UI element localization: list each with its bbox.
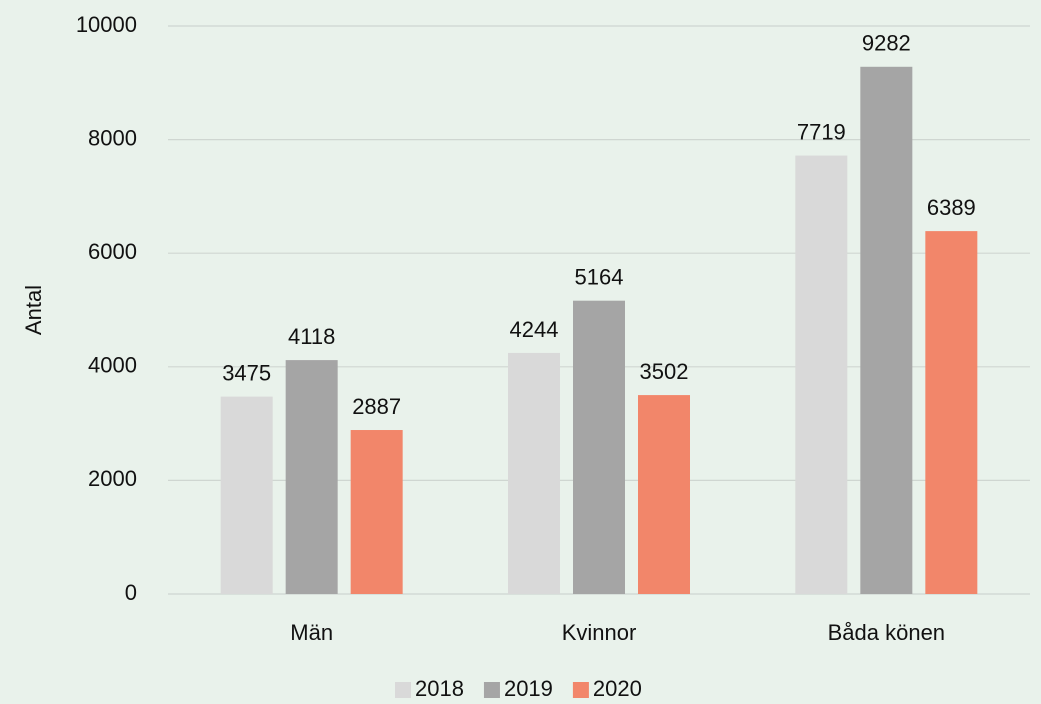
bar [925, 231, 978, 594]
data-label: 4118 [288, 324, 335, 349]
data-label: 5164 [575, 264, 624, 289]
data-label: 9282 [862, 31, 911, 56]
bar [350, 430, 403, 594]
y-axis-title: Antal [21, 285, 46, 335]
y-tick-label: 0 [125, 580, 137, 605]
data-label: 7719 [797, 119, 846, 144]
data-label: 2887 [352, 394, 401, 419]
legend-label: 2020 [593, 676, 642, 701]
bar [220, 396, 273, 594]
y-tick-label: 6000 [88, 239, 137, 264]
y-tick-label: 10000 [76, 12, 137, 37]
data-label: 3475 [222, 360, 271, 385]
data-label: 6389 [927, 195, 976, 220]
legend-label: 2019 [504, 676, 553, 701]
y-tick-label: 2000 [88, 466, 137, 491]
data-label: 4244 [510, 317, 559, 342]
bar [573, 300, 625, 594]
legend-label: 2018 [415, 676, 464, 701]
bar [795, 155, 848, 595]
legend-swatch [395, 682, 411, 698]
x-tick-label: Båda könen [828, 620, 945, 645]
x-tick-label: Män [290, 620, 333, 645]
y-tick-label: 8000 [88, 125, 137, 150]
bar [638, 395, 690, 594]
bar [508, 352, 560, 594]
bar [285, 360, 338, 594]
x-tick-label: Kvinnor [562, 620, 637, 645]
bar [860, 66, 913, 594]
legend-swatch [572, 682, 589, 698]
legend-swatch [483, 682, 500, 698]
y-tick-label: 4000 [88, 353, 137, 378]
data-label: 3502 [640, 359, 689, 384]
